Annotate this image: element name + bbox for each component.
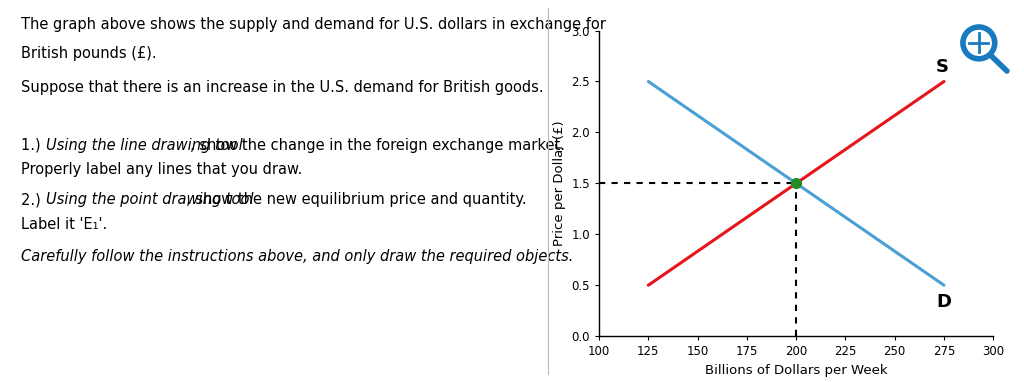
- Circle shape: [961, 25, 997, 61]
- Text: The graph above shows the supply and demand for U.S. dollars in exchange for: The graph above shows the supply and dem…: [20, 17, 605, 32]
- Text: Using the line drawing tool: Using the line drawing tool: [46, 138, 243, 152]
- Text: 1.): 1.): [20, 138, 45, 152]
- Text: 2.): 2.): [20, 192, 45, 207]
- Text: , show the change in the foreign exchange market.: , show the change in the foreign exchang…: [189, 138, 564, 152]
- Text: D: D: [936, 293, 951, 311]
- Text: Properly label any lines that you draw.: Properly label any lines that you draw.: [20, 162, 302, 177]
- Text: S: S: [936, 58, 949, 76]
- Text: British pounds (£).: British pounds (£).: [20, 46, 157, 61]
- X-axis label: Billions of Dollars per Week: Billions of Dollars per Week: [705, 364, 888, 377]
- Text: Label it 'E₁'.: Label it 'E₁'.: [20, 217, 108, 232]
- Text: Suppose that there is an increase in the U.S. demand for British goods.: Suppose that there is an increase in the…: [20, 80, 544, 95]
- Text: Using the point drawing tool: Using the point drawing tool: [46, 192, 254, 207]
- Circle shape: [967, 31, 991, 55]
- Text: Carefully follow the instructions above, and only draw the required objects.: Carefully follow the instructions above,…: [20, 249, 573, 264]
- Y-axis label: Price per Dollar (£): Price per Dollar (£): [553, 121, 566, 246]
- Text: , show the new equilibrium price and quantity.: , show the new equilibrium price and qua…: [185, 192, 526, 207]
